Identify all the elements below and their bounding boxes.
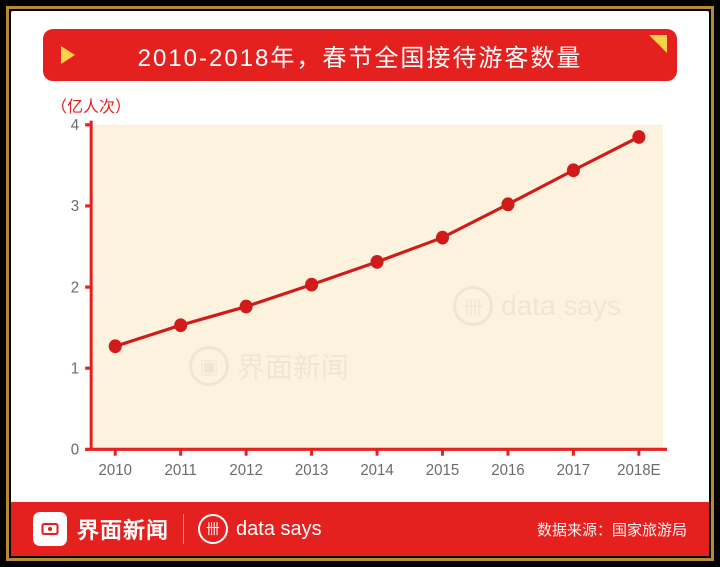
line-chart-svg: 0 1 2 3 4 2010 2011 2012 2013 2014 2015 2016 2017 201…: [39, 93, 681, 496]
svg-text:2: 2: [71, 279, 79, 296]
data-says-label: data says: [236, 518, 322, 541]
svg-text:2011: 2011: [165, 461, 197, 478]
data-says-icon: 卌: [198, 514, 228, 544]
chart-area: （亿人次） ▣ 界面新闻 卌 data says 012342010201120…: [39, 93, 681, 496]
svg-text:2014: 2014: [360, 461, 394, 478]
chart-title: 2010-2018年，春节全国接待游客数量: [138, 38, 583, 73]
outer-frame: 2010-2018年，春节全国接待游客数量 （亿人次） ▣ 界面新闻 卌 dat…: [0, 0, 720, 567]
svg-text:3: 3: [71, 198, 79, 215]
gold-border: 2010-2018年，春节全国接待游客数量 （亿人次） ▣ 界面新闻 卌 dat…: [6, 6, 714, 561]
infographic-card: 2010-2018年，春节全国接待游客数量 （亿人次） ▣ 界面新闻 卌 dat…: [11, 11, 709, 556]
svg-text:2016: 2016: [491, 461, 524, 478]
svg-text:2013: 2013: [295, 461, 328, 478]
svg-text:2012: 2012: [229, 461, 262, 478]
data-source-label: 数据来源：国家旅游局: [537, 519, 687, 540]
svg-text:0: 0: [71, 441, 79, 458]
svg-text:2010: 2010: [99, 461, 132, 478]
footer-bar: 界面新闻 卌 data says 数据来源：国家旅游局: [11, 502, 709, 556]
svg-text:1: 1: [71, 360, 79, 377]
corner-fold-icon: [649, 35, 667, 53]
brand-logo-icon: [33, 512, 67, 546]
svg-text:4: 4: [71, 117, 80, 134]
brand-name: 界面新闻: [77, 513, 169, 545]
title-bar: 2010-2018年，春节全国接待游客数量: [43, 29, 677, 81]
play-triangle-icon: [61, 46, 75, 64]
y-axis-unit-label: （亿人次）: [51, 93, 131, 117]
svg-text:2018E: 2018E: [617, 461, 660, 478]
svg-text:2017: 2017: [557, 461, 590, 478]
svg-text:2015: 2015: [426, 461, 459, 478]
footer-divider: [183, 514, 184, 544]
